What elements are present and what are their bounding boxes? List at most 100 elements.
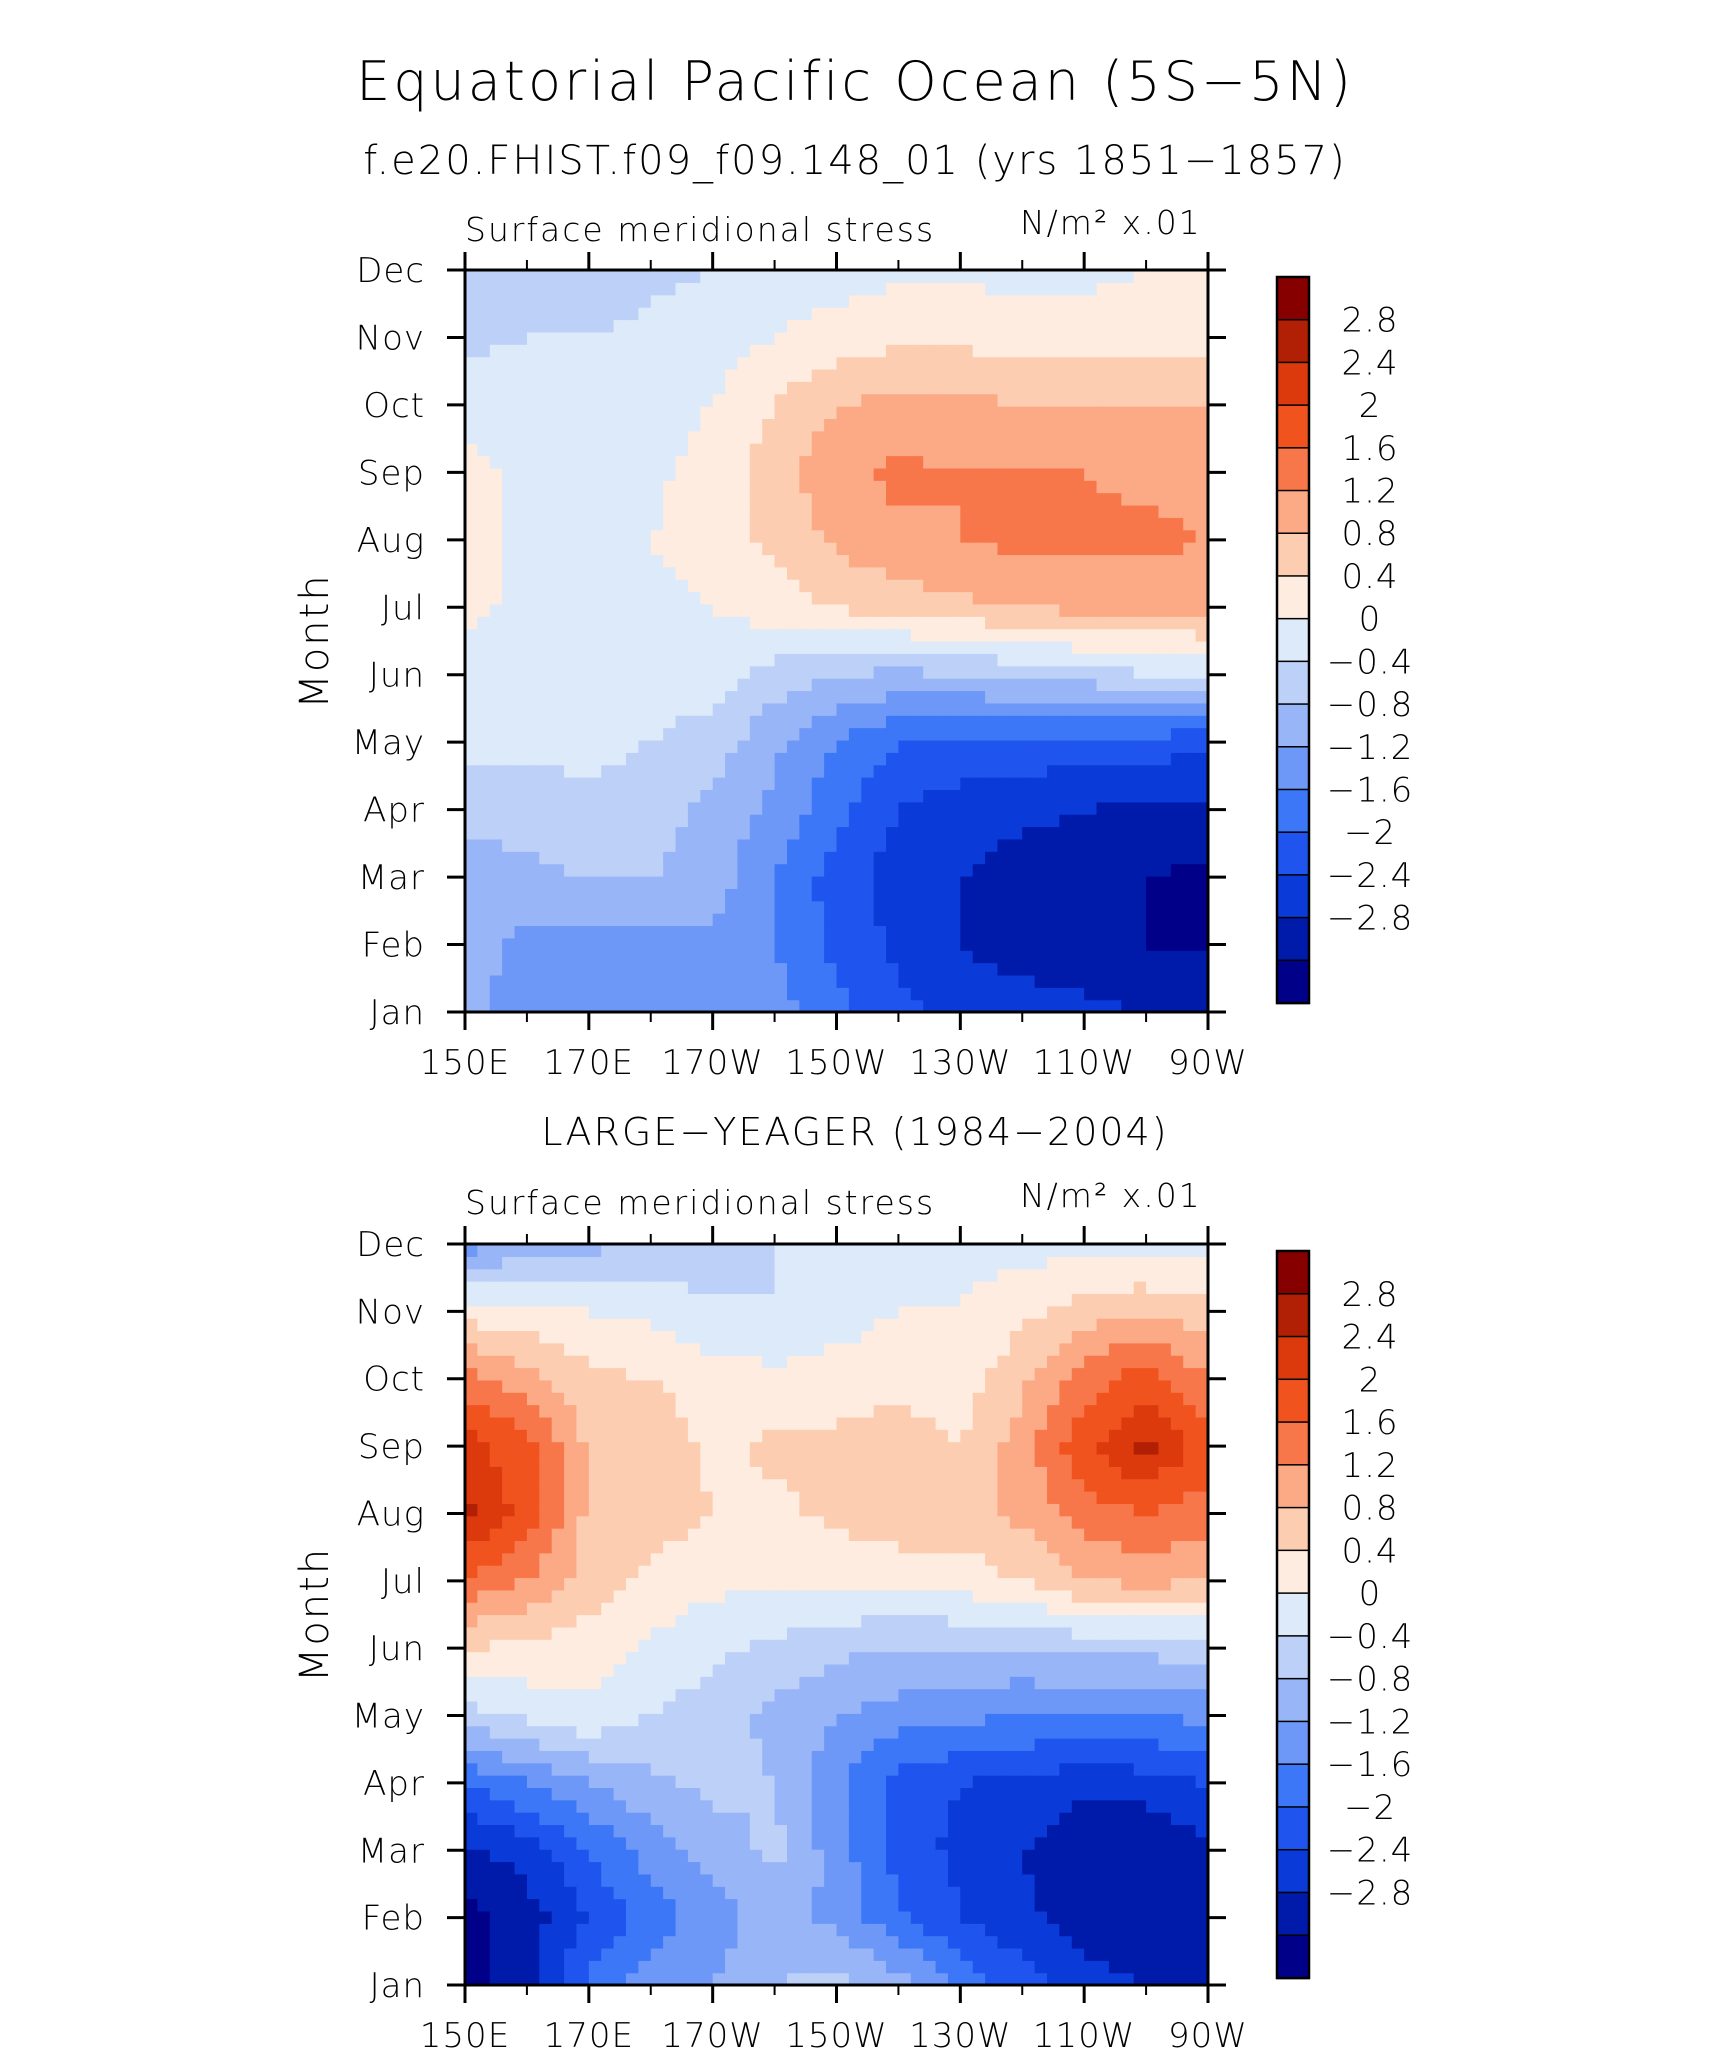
heatmap-cell (638, 1898, 652, 1912)
heatmap-cell (1096, 1799, 1110, 1813)
heatmap-cell (502, 1910, 516, 1924)
heatmap-cell (985, 1923, 999, 1937)
heatmap-cell (886, 950, 900, 964)
heatmap-cell (514, 900, 528, 914)
heatmap-cell (687, 925, 701, 939)
heatmap-cell (526, 1873, 540, 1887)
heatmap-cell (910, 1873, 924, 1887)
heatmap-cell (588, 1775, 602, 1788)
heatmap-cell (886, 1787, 900, 1801)
heatmap-cell (898, 1923, 912, 1937)
heatmap-cell (1009, 962, 1023, 976)
heatmap-cell (712, 974, 726, 988)
heatmap-cell (625, 1713, 639, 1727)
heatmap-cell (873, 1750, 887, 1764)
heatmap-cell (886, 1849, 900, 1863)
heatmap-cell (836, 950, 850, 964)
heatmap-cell (514, 1910, 528, 1924)
heatmap-cell (886, 1812, 900, 1826)
heatmap-cell (1034, 888, 1048, 902)
heatmap-cell (1047, 1836, 1060, 1850)
heatmap-cell (502, 1886, 516, 1900)
heatmap-cell (972, 925, 986, 939)
heatmap-cell (675, 1898, 689, 1912)
heatmap-cell (1047, 1849, 1060, 1863)
heatmap-cell (638, 1861, 652, 1875)
heatmap-cell (539, 937, 553, 951)
heatmap-cell (861, 999, 875, 1013)
heatmap-cell (1059, 1947, 1073, 1961)
heatmap-cell (489, 888, 503, 902)
heatmap-cell (477, 1910, 491, 1924)
heatmap-cell (1071, 987, 1085, 1001)
heatmap-cell (749, 900, 763, 914)
heatmap-cell (650, 1787, 664, 1801)
heatmap-cell (1022, 838, 1036, 852)
heatmap-cell (1047, 888, 1060, 902)
heatmap-cell (947, 1947, 961, 1961)
heatmap-cell (1084, 1799, 1098, 1813)
heatmap-cell (564, 1738, 578, 1751)
heatmap-cell (1183, 851, 1197, 865)
heatmap-cell (564, 838, 578, 852)
heatmap-cell (650, 1935, 664, 1949)
heatmap-cell (1170, 1812, 1184, 1826)
heatmap-cell (1034, 1799, 1048, 1813)
heatmap-cell (861, 863, 875, 877)
heatmap-cell (985, 1861, 999, 1875)
heatmap-cell (786, 962, 800, 976)
heatmap-cell (1183, 987, 1197, 1001)
heatmap-cell (588, 974, 602, 988)
heatmap-cell (638, 1713, 652, 1727)
heatmap-cell (935, 1750, 949, 1764)
heatmap-cell (1059, 1725, 1073, 1739)
heatmap-cell (960, 1836, 974, 1850)
heatmap-cell (514, 1947, 528, 1961)
heatmap-cell (997, 1873, 1011, 1887)
heatmap-cell (1047, 987, 1060, 1001)
heatmap-cell (1158, 863, 1172, 877)
heatmap-cell (1121, 1861, 1135, 1875)
heatmap-cell (960, 1812, 974, 1826)
heatmap-cell (824, 1923, 838, 1937)
heatmap-cell (774, 1812, 788, 1826)
heatmap-cell (737, 875, 751, 889)
heatmap-cell (737, 1960, 751, 1974)
heatmap-cell (997, 1836, 1011, 1850)
heatmap-cell (923, 937, 937, 951)
heatmap-cell (985, 1935, 999, 1949)
heatmap-cell (749, 1750, 763, 1764)
heatmap-cell (947, 1762, 961, 1776)
heatmap-cell (1022, 1886, 1036, 1900)
heatmap-cell (1047, 913, 1060, 927)
heatmap-cell (873, 1861, 887, 1875)
heatmap-cell (886, 1947, 900, 1961)
heatmap-cell (811, 1738, 825, 1751)
heatmap-cell (638, 1812, 652, 1826)
heatmap-cell (774, 1750, 788, 1764)
heatmap-cell (576, 851, 590, 865)
heatmap-cell (625, 1923, 639, 1937)
heatmap-cell (799, 1775, 813, 1788)
heatmap-cell (687, 1849, 701, 1863)
heatmap-cell (898, 925, 912, 939)
heatmap-cell (1071, 925, 1085, 939)
heatmap-cell (1022, 1923, 1036, 1937)
heatmap-cell (514, 1836, 528, 1850)
heatmap-cell (786, 1824, 800, 1838)
heatmap-cell (935, 1738, 949, 1751)
heatmap-cell (762, 925, 776, 939)
heatmap-cell (960, 925, 974, 939)
heatmap-cell (564, 1775, 578, 1788)
heatmap-cell (910, 1910, 924, 1924)
heatmap-cell (799, 1910, 813, 1924)
heatmap-cell (737, 1898, 751, 1912)
heatmap-cell (997, 1861, 1011, 1875)
heatmap-cell (848, 962, 862, 976)
heatmap-cell (873, 962, 887, 976)
heatmap-cell (601, 1935, 615, 1949)
heatmap-cell (489, 1873, 503, 1887)
heatmap-cell (687, 1799, 701, 1813)
heatmap-cell (985, 1738, 999, 1751)
heatmap-cell (465, 888, 478, 902)
